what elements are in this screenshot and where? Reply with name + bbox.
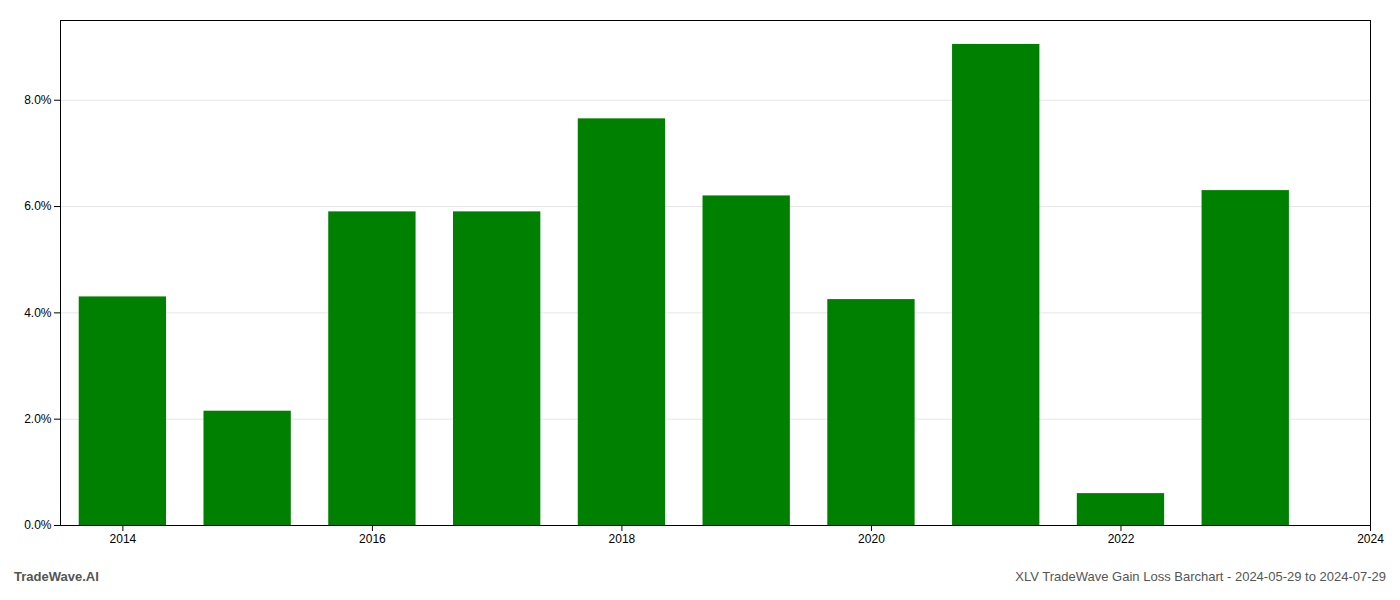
svg-text:0.0%: 0.0% [24,518,52,532]
svg-text:2014: 2014 [110,532,137,546]
svg-text:2024: 2024 [1357,532,1384,546]
svg-text:8.0%: 8.0% [24,93,52,107]
svg-text:6.0%: 6.0% [24,199,52,213]
svg-text:2016: 2016 [359,532,386,546]
svg-text:2022: 2022 [1108,532,1135,546]
svg-text:2018: 2018 [609,532,636,546]
svg-text:4.0%: 4.0% [24,306,52,320]
svg-text:2020: 2020 [858,532,885,546]
svg-text:2.0%: 2.0% [24,412,52,426]
html-text:TradeWave.AI: TradeWave.AI [14,569,99,584]
html-text:XLV TradeWave Gain Loss Barcha: XLV TradeWave Gain Loss Barchart - 2024-… [1015,569,1386,584]
